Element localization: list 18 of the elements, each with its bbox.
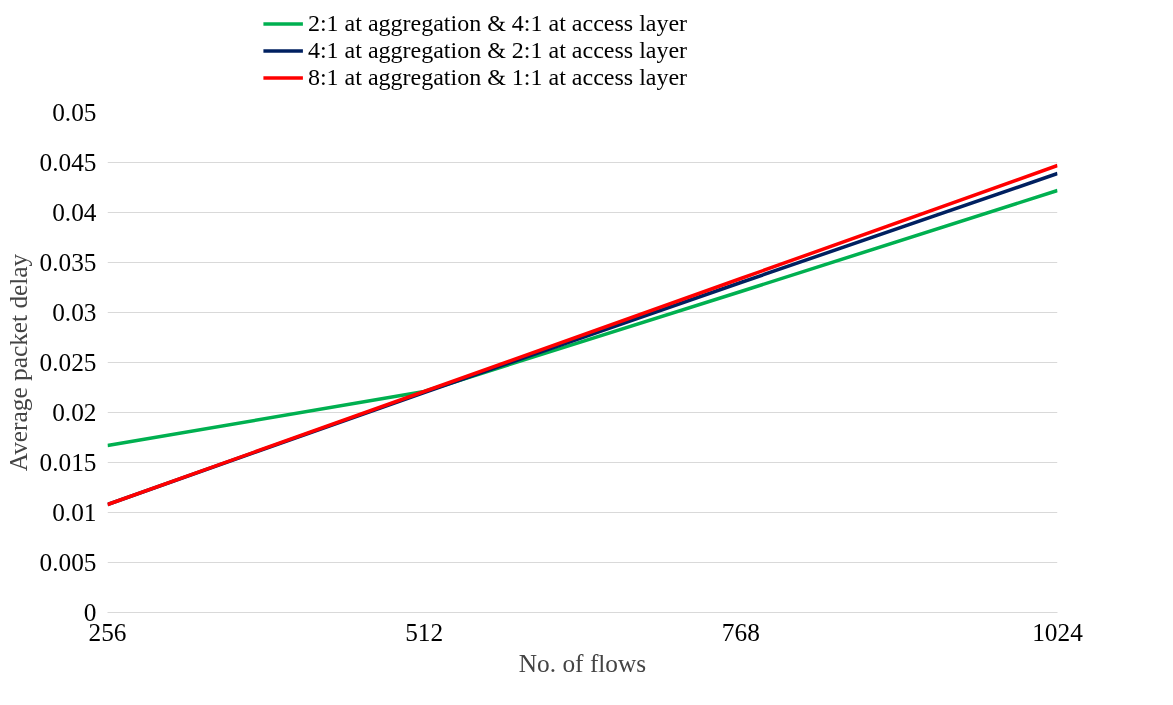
x-tick-label: 768 [721,617,760,646]
y-tick-label: 0.045 [39,148,97,176]
y-tick-label: 0.005 [39,548,97,576]
y-tick-label: 0.015 [39,448,97,476]
x-tick-label: 1024 [1032,617,1084,646]
x-tick-label: 512 [405,617,444,646]
x-axis-title: No. of flows [518,648,647,677]
y-tick-label: 0.02 [52,398,97,426]
y-tick-label: 0.01 [52,498,97,526]
legend-label: 4:1 at aggregation & 2:1 at access layer [307,36,688,64]
y-tick-label: 0.035 [39,248,97,276]
y-axis-title: Average packet delay [3,253,32,472]
y-tick-label: 0.05 [52,98,97,126]
legend-label: 8:1 at aggregation & 1:1 at access layer [307,63,688,91]
legend-label: 2:1 at aggregation & 4:1 at access layer [307,9,688,37]
y-tick-label: 0.025 [39,348,97,376]
y-tick-label: 0.04 [52,198,97,226]
y-tick-label: 0.03 [52,298,97,326]
